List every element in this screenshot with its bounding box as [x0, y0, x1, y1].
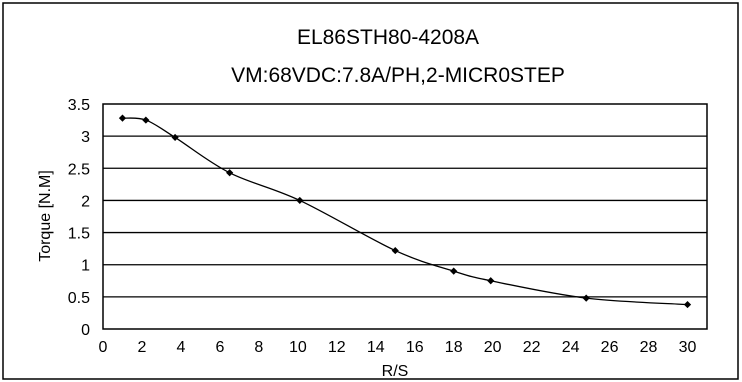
x-tick-label: 12 [328, 339, 346, 356]
data-point [582, 294, 590, 302]
y-tick-label: 0 [81, 322, 90, 339]
data-point [683, 300, 692, 309]
data-point [296, 196, 304, 205]
data-point-markers [118, 114, 692, 309]
x-tick-label: 28 [640, 339, 658, 356]
chart-subtitle: VM:68VDC:7.8A/PH,2-MICR0STEP [231, 64, 565, 87]
data-point [142, 116, 150, 124]
data-point [391, 246, 399, 255]
y-tick-label: 1 [81, 258, 90, 275]
x-tick-label: 16 [406, 339, 424, 356]
data-point [226, 169, 234, 177]
gridlines [103, 135, 707, 298]
x-tick-label: 2 [138, 339, 147, 356]
y-tick-label: 3 [81, 129, 90, 146]
data-point [487, 277, 495, 285]
x-tick-label: 4 [176, 339, 185, 356]
x-axis-label: R/S [382, 363, 409, 380]
x-tick-label: 24 [562, 339, 580, 356]
chart-title: EL86STH80-4208A [297, 26, 479, 49]
x-tick-label: 0 [99, 339, 108, 356]
x-tick-label: 26 [601, 339, 619, 356]
x-tick-label: 20 [484, 339, 502, 356]
x-tick-labels: 0 2 4 6 8 10 12 14 16 18 20 22 24 26 28 30 [99, 339, 697, 356]
data-point [450, 267, 458, 275]
y-axis-label: Torque [N.M] [37, 170, 54, 262]
y-tick-label: 0.5 [68, 290, 90, 307]
y-tick-labels: 0 0.5 1 1.5 2 2.5 3 3.5 [68, 97, 90, 339]
y-tick-label: 1.5 [68, 226, 90, 243]
data-point [171, 133, 179, 142]
torque-curve [122, 117, 688, 306]
y-tick-label: 2.5 [68, 161, 90, 178]
data-point [118, 114, 127, 122]
x-tick-label: 30 [679, 339, 697, 356]
x-tick-label: 10 [289, 339, 307, 356]
x-tick-label: 6 [215, 339, 224, 356]
y-tick-label: 3.5 [68, 97, 90, 114]
x-tick-label: 8 [254, 339, 263, 356]
plot-area-border [102, 103, 708, 330]
y-tick-label: 2 [81, 193, 90, 210]
x-tick-label: 14 [367, 339, 385, 356]
x-tick-label: 22 [523, 339, 541, 356]
x-tick-label: 18 [445, 339, 463, 356]
